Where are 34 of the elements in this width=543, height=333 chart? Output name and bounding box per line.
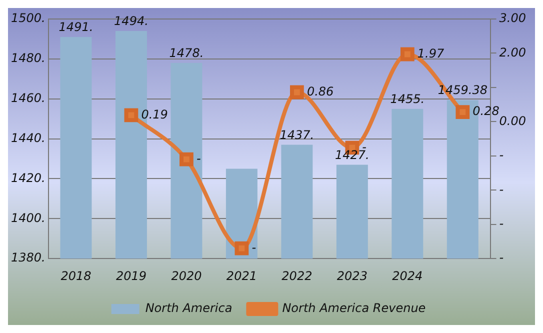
x-tick-label: 2023 — [336, 268, 368, 283]
y-tick-label: 1440. — [10, 130, 46, 145]
data-label: 1491. — [58, 20, 94, 34]
data-label: - — [196, 151, 201, 166]
y-tick-label: 1480. — [10, 51, 46, 66]
legend-label: North America Revenue — [282, 301, 426, 316]
x-tick-label: 2022 — [282, 268, 312, 283]
y2-tick-label: 3.00 — [499, 11, 526, 26]
y-tick-label: 1460. — [10, 90, 46, 105]
x-tick-label: 2021 — [226, 268, 257, 283]
data-label: 0.19 — [141, 107, 168, 122]
data-label: 1.97 — [417, 46, 445, 60]
x-tick-label: 2019 — [116, 268, 146, 283]
y-tick-label: 1500. — [10, 11, 46, 26]
y-tick-label: 1380. — [10, 250, 46, 265]
x-tick-label: 2024 — [392, 268, 423, 283]
y2-tick-label: 0.00 — [499, 114, 526, 128]
y-tick-label: 1420. — [10, 170, 46, 185]
y2-tick-label: - — [499, 182, 504, 196]
y-tick-label: 1400. — [10, 210, 46, 225]
y2-tick-label: - — [499, 250, 504, 265]
x-tick-label: 2018 — [60, 268, 92, 283]
y2-tick-label: - — [499, 216, 504, 230]
y2-tick-label: - — [499, 148, 504, 162]
data-label: 1478. — [169, 46, 204, 60]
data-label: 0.86 — [306, 84, 334, 98]
data-label: - — [252, 240, 256, 254]
data-label: 0.28 — [472, 104, 500, 118]
data-label: 1455. — [390, 92, 425, 106]
legend-label: North America — [145, 301, 232, 316]
x-tick-label: 2020 — [171, 268, 202, 283]
data-label: 1437. — [280, 128, 314, 142]
y2-tick-label: 2.00 — [499, 45, 526, 60]
data-label: 1494. — [114, 14, 148, 28]
